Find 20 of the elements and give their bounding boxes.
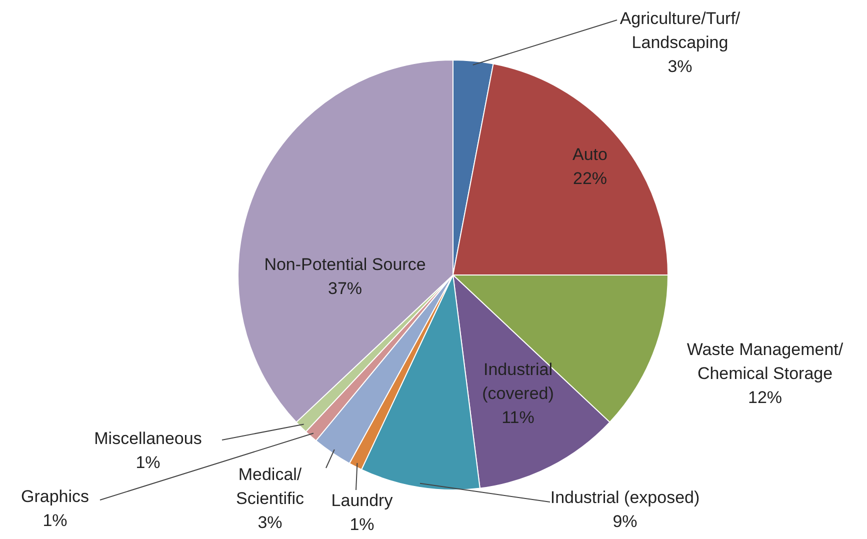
slice-label: Agriculture/Turf/Landscaping: [620, 9, 740, 52]
slice-label: Waste Management/Chemical Storage: [686, 340, 844, 383]
data-label: 3%: [668, 57, 692, 76]
slice-label: Auto: [572, 145, 608, 164]
data-label: 3%: [258, 513, 282, 532]
data-label: 9%: [612, 512, 638, 531]
data-label: 37%: [328, 279, 362, 298]
slice-label: Industrial (covered): [482, 360, 554, 403]
data-label: 11%: [502, 408, 534, 427]
slice-label: Non-Potential Source: [264, 255, 426, 274]
data-label: 1%: [350, 515, 374, 534]
data-label: 1%: [42, 511, 68, 530]
slice-label: Graphics: [20, 487, 90, 506]
slice-label: Miscellaneous: [94, 429, 202, 448]
slice-label: Medical/Scientific: [236, 465, 305, 508]
data-label: 1%: [136, 453, 160, 472]
data-label: 22%: [572, 169, 608, 188]
slice-label: Laundry: [331, 491, 394, 510]
data-label: 12%: [748, 388, 782, 407]
slice-label: Industrial (exposed): [550, 488, 700, 507]
